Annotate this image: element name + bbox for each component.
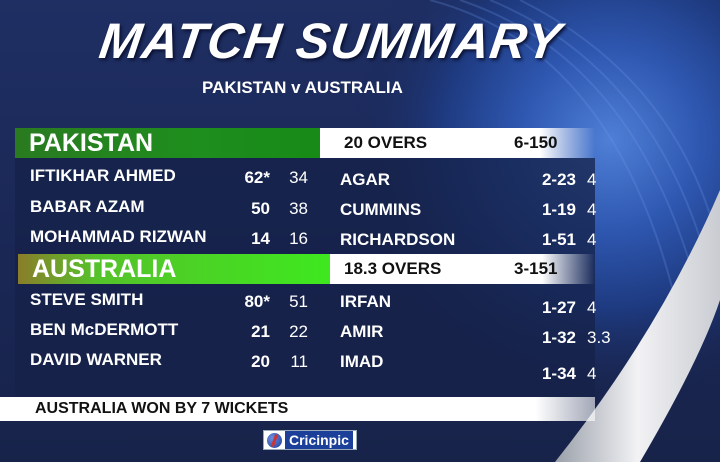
overs: 18.3 OVERS — [344, 259, 442, 278]
innings-summary-australia: 18.3 OVERS 3-151 — [330, 254, 595, 284]
bowler-name: IRFAN — [340, 292, 391, 311]
bowler-name: IMAD — [340, 352, 384, 371]
batter-name: MOHAMMAD RIZWAN — [30, 227, 207, 246]
bowler-figures: 1-51 — [541, 230, 576, 249]
batter-name: IFTIKHAR AHMED — [30, 166, 176, 185]
bowler-name: AMIR — [340, 322, 384, 341]
bowler-name: AGAR — [340, 170, 391, 189]
batter-balls: 11 — [290, 352, 308, 371]
innings-summary-pakistan: 20 OVERS 6-150 — [320, 128, 595, 158]
batter-runs: 21 — [251, 322, 270, 341]
batter-balls: 38 — [289, 199, 308, 218]
bowler-figures: 1-19 — [541, 200, 576, 219]
batter-runs: 20 — [251, 352, 270, 371]
bowler-figures: 2-23 — [541, 170, 576, 189]
bowler-overs: 4 — [587, 364, 597, 383]
bowler-overs: 3.3 — [587, 328, 611, 347]
batter-runs: 50 — [251, 199, 270, 218]
bowler-overs: 4 — [587, 170, 597, 189]
title: MATCH SUMMARY — [96, 13, 566, 69]
batter-runs: 80* — [244, 292, 270, 311]
batter-runs: 14 — [251, 229, 270, 248]
cricket-ball-icon — [267, 432, 282, 448]
bowler-overs: 4 — [587, 230, 597, 249]
bowler-name: CUMMINS — [340, 200, 422, 219]
subtitle: PAKISTAN v AUSTRALIA — [202, 78, 403, 97]
batter-name: STEVE SMITH — [30, 290, 144, 309]
bowler-figures: 1-34 — [541, 364, 576, 383]
score: 6-150 — [514, 133, 558, 152]
score: 3-151 — [514, 259, 558, 278]
team-header-australia: AUSTRALIA — [18, 254, 330, 284]
batter-balls: 34 — [289, 168, 308, 187]
background-swoosh — [555, 190, 720, 462]
bowler-figures: 1-32 — [541, 328, 576, 347]
bowler-figures: 1-27 — [541, 298, 576, 317]
batter-balls: 16 — [289, 229, 308, 248]
batter-name: DAVID WARNER — [30, 350, 162, 369]
bowler-name: RICHARDSON — [340, 230, 456, 249]
batter-balls: 22 — [289, 322, 308, 341]
bowler-overs: 4 — [587, 298, 597, 317]
batter-runs: 62* — [244, 168, 270, 187]
result-banner: AUSTRALIA WON BY 7 WICKETS — [0, 397, 595, 421]
batter-name: BEN McDERMOTT — [30, 320, 179, 339]
bowler-overs: 4 — [587, 200, 597, 219]
team-header-pakistan: PAKISTAN — [15, 128, 320, 158]
logo-text: Cricinpic — [285, 431, 353, 449]
batter-balls: 51 — [289, 292, 308, 311]
overs: 20 OVERS — [344, 133, 428, 152]
logo: Cricinpic — [263, 430, 357, 450]
batter-name: BABAR AZAM — [30, 197, 145, 216]
